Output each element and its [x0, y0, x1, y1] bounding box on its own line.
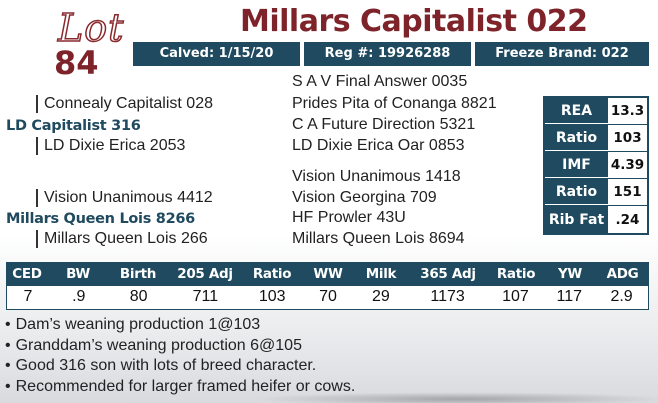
epd-value: 2.9: [610, 288, 633, 305]
epd-value: .9: [72, 288, 86, 305]
carcass-label: REA: [545, 98, 608, 124]
carcass-value: 4.39: [608, 152, 647, 178]
pedigree-sire-dam: LD Dixie Erica 2053: [36, 137, 185, 155]
freeze-brand: Freeze Brand: 022: [475, 42, 649, 66]
carcass-value: 13.3: [608, 98, 647, 124]
epd-header: WW: [313, 266, 343, 282]
carcass-label: Ratio: [545, 179, 608, 205]
pedigree-sire-sire-sire: S A V Final Answer 0035: [292, 73, 468, 90]
note-item: Good 316 son with lots of breed characte…: [5, 356, 355, 377]
lot-word: Lot: [57, 5, 125, 51]
carcass-row: Ratio 151: [545, 179, 647, 206]
epd-value-row: 7 .9 80 711 103 70 29 1173 107 117 2.9: [6, 286, 649, 310]
epd-header: ADG: [606, 266, 639, 282]
pedigree-dam-dam-sire: HF Prowler 43U: [292, 209, 406, 226]
pedigree-sire: LD Capitalist 316: [6, 118, 141, 134]
pedigree-dam-dam-dam: Millars Queen Lois 8694: [292, 230, 465, 247]
carcass-label: IMF: [545, 152, 608, 178]
epd-value: 80: [129, 288, 148, 305]
epd-value: 117: [556, 288, 582, 305]
epd-header-row: CED BW Birth 205 Adj Ratio WW Milk 365 A…: [6, 262, 649, 286]
epd-header: Birth: [119, 266, 157, 282]
epd-value: 7: [23, 288, 33, 305]
epd-header: BW: [66, 266, 90, 282]
epd-value: 29: [371, 288, 390, 305]
calved-date: Calved: 1/15/20: [133, 42, 300, 66]
pedigree-sire-sire-dam: Prides Pita of Conanga 8821: [292, 95, 497, 112]
epd-header: CED: [12, 266, 42, 282]
epd-value: 107: [502, 288, 529, 305]
carcass-value: 103: [608, 125, 647, 151]
epd-value: 711: [192, 288, 219, 305]
note-item: Granddam’s weaning production 6@105: [5, 336, 355, 357]
pedigree-sire-sire: Connealy Capitalist 028: [36, 95, 213, 113]
pedigree-dam-sire-sire: Vision Unanimous 1418: [292, 168, 461, 185]
carcass-value: .24: [608, 206, 647, 233]
pedigree-sire-dam-sire: C A Future Direction 5321: [292, 116, 476, 133]
carcass-row: IMF 4.39: [545, 152, 647, 179]
pedigree-dam-sire-dam: Vision Georgina 709: [292, 189, 437, 206]
epd-value: 70: [319, 288, 337, 305]
note-item: Recommended for larger framed heifer or …: [5, 377, 356, 398]
epd-value: 103: [258, 288, 286, 305]
epd-header: Milk: [365, 266, 397, 282]
carcass-value: 151: [608, 179, 647, 205]
carcass-label: Rib Fat: [545, 206, 608, 233]
carcass-row: Rib Fat .24: [545, 206, 647, 233]
background-photo-edge: [250, 392, 658, 403]
lot-number: 84: [54, 44, 99, 82]
pedigree-dam-sire: Vision Unanimous 4412: [36, 189, 213, 207]
registration-number: Reg #: 19926288: [304, 42, 471, 66]
carcass-row: REA 13.3: [545, 98, 647, 125]
epd-header: Ratio: [496, 266, 536, 282]
carcass-row: Ratio 103: [545, 125, 647, 152]
epd-value: 1173: [430, 288, 465, 305]
carcass-label: Ratio: [545, 125, 608, 151]
epd-header: 205 Adj: [177, 266, 233, 282]
epd-header: Ratio: [252, 266, 292, 282]
pedigree-dam-dam: Millars Queen Lois 266: [36, 230, 208, 248]
pedigree-sire-dam-dam: LD Dixie Erica Oar 0853: [292, 137, 465, 154]
carcass-table: REA 13.3 Ratio 103 IMF 4.39 Ratio 151 Ri…: [543, 96, 649, 235]
epd-header: 365 Adj: [420, 266, 476, 282]
notes-list: Dam’s weaning production 1@103 Granddam’…: [5, 315, 356, 398]
animal-name: Millars Capitalist 022: [240, 4, 588, 39]
note-item: Dam’s weaning production 1@103: [5, 315, 355, 336]
epd-header: YW: [557, 266, 583, 282]
pedigree-dam: Millars Queen Lois 8266: [6, 211, 195, 227]
